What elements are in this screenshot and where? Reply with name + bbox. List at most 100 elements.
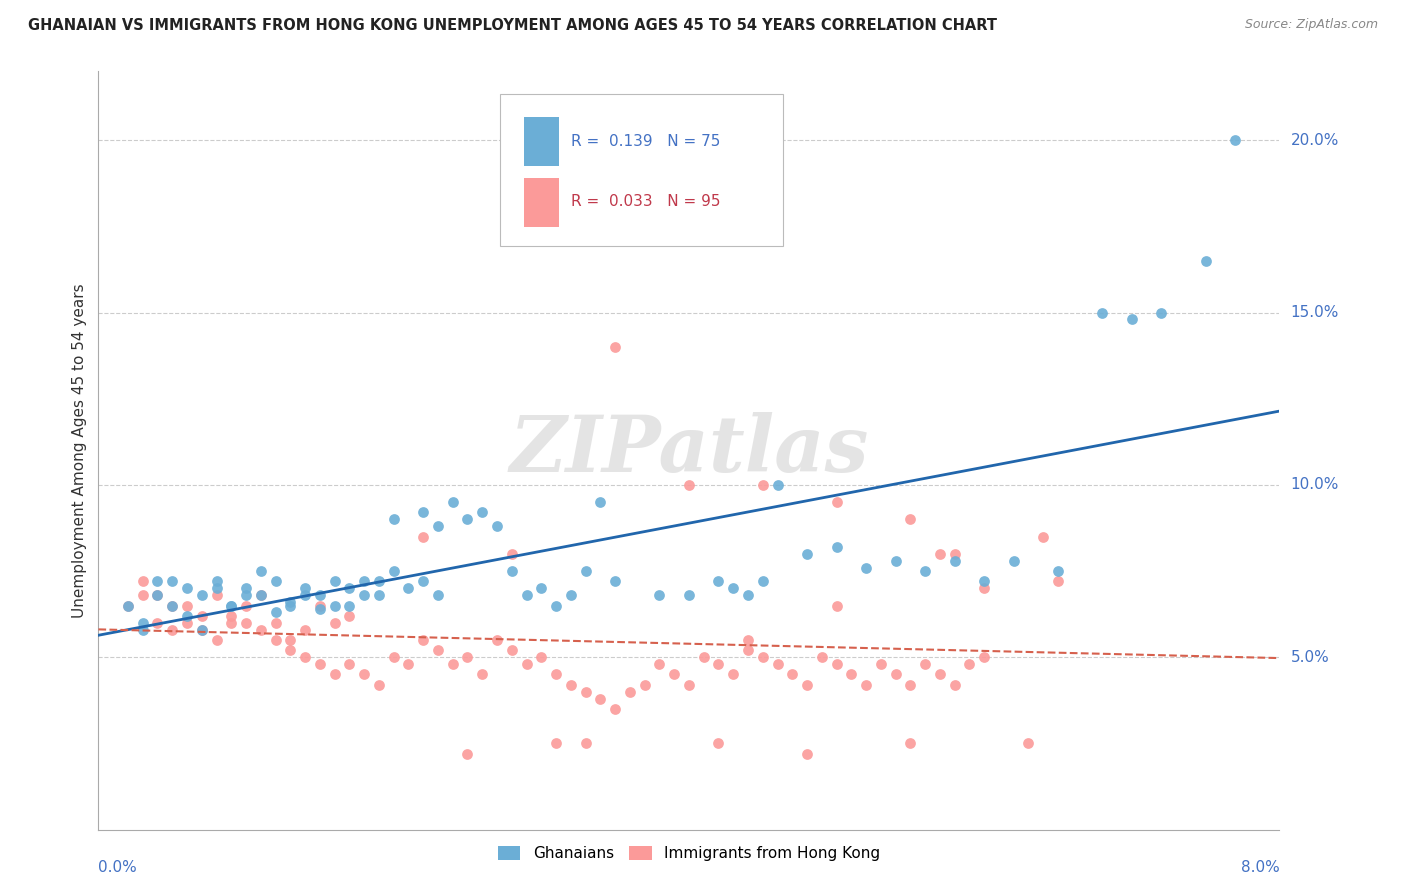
Point (546, 736, 568, 750)
Point (441, 495, 464, 509)
Legend: Ghanaians, Immigrants from Hong Kong: Ghanaians, Immigrants from Hong Kong (492, 840, 886, 867)
Point (560, 678, 582, 692)
Point (530, 582, 553, 596)
Text: 8.0%: 8.0% (1240, 860, 1279, 875)
Point (664, 667, 686, 681)
Point (678, 678, 700, 692)
Point (634, 678, 657, 692)
Point (589, 495, 612, 509)
Point (752, 478, 775, 492)
FancyBboxPatch shape (523, 178, 560, 227)
Point (250, 588, 273, 602)
Point (205, 588, 228, 602)
Point (412, 506, 434, 520)
Point (486, 519, 509, 533)
Point (235, 588, 257, 602)
Point (427, 519, 450, 533)
Point (796, 678, 818, 692)
Point (825, 540, 848, 554)
Point (146, 588, 169, 602)
Point (870, 657, 893, 672)
Point (943, 547, 966, 561)
Point (1046, 574, 1070, 589)
Point (323, 574, 346, 589)
Point (737, 588, 759, 602)
Point (811, 650, 834, 665)
Point (132, 574, 155, 589)
Point (752, 574, 775, 589)
Point (117, 599, 139, 613)
Text: R =  0.033   N = 95: R = 0.033 N = 95 (571, 194, 720, 210)
Point (323, 615, 346, 630)
Point (309, 599, 332, 613)
FancyBboxPatch shape (523, 117, 560, 166)
Point (707, 574, 730, 589)
Point (501, 564, 523, 578)
Point (294, 623, 316, 637)
Point (339, 599, 361, 613)
Point (678, 588, 700, 602)
Point (516, 657, 538, 672)
Point (191, 623, 214, 637)
Point (855, 560, 877, 574)
Point (382, 512, 405, 526)
Point (1195, 253, 1218, 268)
Point (162, 574, 183, 589)
Text: 5.0%: 5.0% (1291, 649, 1329, 665)
Point (605, 574, 627, 589)
Point (250, 588, 273, 602)
Point (309, 657, 332, 672)
Y-axis label: Unemployment Among Ages 45 to 54 years: Unemployment Among Ages 45 to 54 years (72, 283, 87, 618)
Point (368, 574, 391, 589)
Point (1002, 554, 1025, 568)
Point (323, 667, 346, 681)
Point (353, 667, 375, 681)
Point (441, 657, 464, 672)
Point (766, 478, 789, 492)
Point (294, 588, 316, 602)
Point (900, 736, 922, 750)
Text: 15.0%: 15.0% (1291, 305, 1339, 320)
Point (221, 599, 243, 613)
Point (1046, 564, 1070, 578)
Point (516, 588, 538, 602)
Point (427, 643, 450, 657)
Point (575, 736, 598, 750)
Point (457, 512, 479, 526)
Point (176, 615, 198, 630)
Point (605, 702, 627, 716)
Point (264, 615, 287, 630)
Point (427, 588, 450, 602)
Point (884, 667, 907, 681)
Point (382, 564, 405, 578)
Point (678, 478, 700, 492)
Point (707, 736, 730, 750)
Point (1225, 133, 1247, 147)
Point (146, 574, 169, 589)
Point (221, 599, 243, 613)
Point (191, 608, 214, 623)
Point (1121, 312, 1143, 326)
Point (339, 608, 361, 623)
Point (619, 684, 641, 698)
Point (884, 554, 907, 568)
Point (146, 588, 169, 602)
Point (825, 495, 848, 509)
Point (176, 582, 198, 596)
Point (264, 633, 287, 648)
Point (973, 582, 995, 596)
Text: Source: ZipAtlas.com: Source: ZipAtlas.com (1244, 18, 1378, 31)
Point (546, 667, 568, 681)
Point (973, 650, 995, 665)
Point (412, 530, 434, 544)
Point (1150, 305, 1173, 319)
Point (766, 657, 789, 672)
Point (471, 667, 494, 681)
Point (707, 657, 730, 672)
Point (146, 615, 169, 630)
Point (294, 582, 316, 596)
Point (648, 657, 671, 672)
Point (589, 691, 612, 706)
Point (132, 588, 155, 602)
Point (501, 643, 523, 657)
